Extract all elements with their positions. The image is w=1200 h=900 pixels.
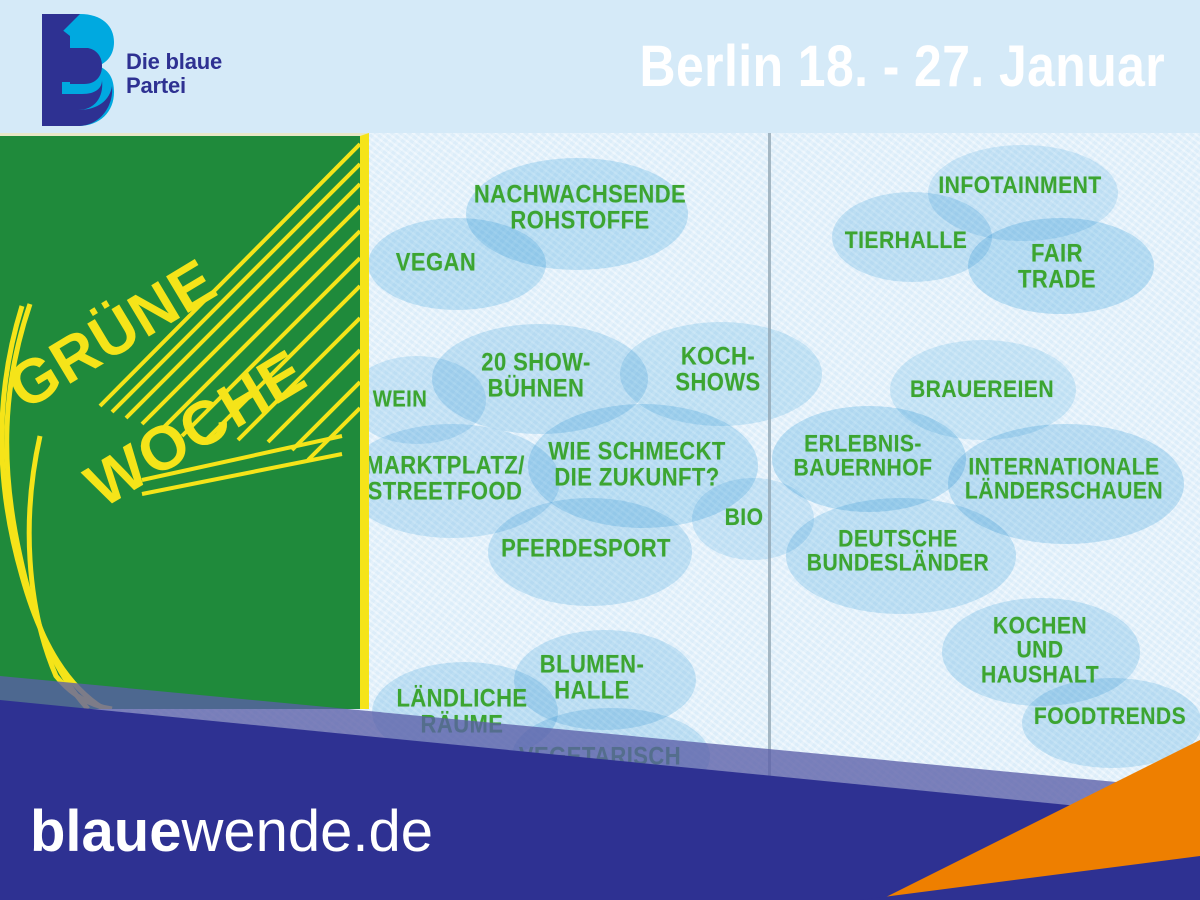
bubble-label-nachwachsende-rohstoffe[interactable]: NACHWACHSENDE ROHSTOFFE: [473, 180, 687, 234]
bubble-label-vegetarisch[interactable]: VEGETARISCH: [518, 742, 682, 771]
header-band: Die blaue Partei Berlin 18. - 27. Januar: [0, 0, 1200, 133]
bubble-shape-erlebnis-bauernhof: [772, 406, 966, 512]
bubble-label-wie-schmeckt-die-zukunft[interactable]: WIE SCHMECKT DIE ZUKUNFT?: [548, 437, 726, 491]
logo-line-2: Partei: [126, 73, 186, 98]
bubble-label-foodtrends[interactable]: FOODTRENDS: [1033, 702, 1187, 730]
website-brand: blauewende.de: [30, 802, 433, 862]
bubble-label-laendliche-raeume[interactable]: LÄNDLICHE RÄUME: [396, 684, 528, 738]
gruene-woche-panel: GRÜNE WOCHE: [0, 133, 369, 709]
logo-wordmark: Die blaue Partei: [126, 50, 222, 98]
bubble-label-tierhalle[interactable]: TIERHALLE: [844, 226, 968, 254]
bubble-shape-vegan: [368, 218, 546, 310]
bubble-shape-deutsche-bundeslaender: [786, 498, 1016, 614]
bubble-label-koch-shows[interactable]: KOCH- SHOWS: [675, 342, 761, 396]
bubble-label-vegan[interactable]: VEGAN: [395, 248, 477, 277]
bubble-label-pferdesport[interactable]: PFERDESPORT: [501, 534, 671, 563]
bubble-label-kochen-und-haushalt[interactable]: KOCHEN UND HAUSHALT: [980, 612, 1100, 689]
bubble-shape-pferdesport: [488, 498, 692, 606]
bubble-label-internationale-laenderschauen[interactable]: INTERNATIONALE LÄNDERSCHAUEN: [964, 453, 1164, 505]
bubble-label-wein[interactable]: WEIN: [372, 385, 428, 412]
bubble-label-deutsche-bundeslaender[interactable]: DEUTSCHE BUNDESLÄNDER: [806, 525, 990, 577]
bubble-shape-fair-trade: [968, 218, 1154, 314]
logo-line-1: Die blaue: [126, 49, 223, 74]
bubble-label-blumen-halle[interactable]: BLUMEN- HALLE: [539, 650, 645, 704]
poster-main-stage: NACHWACHSENDE ROHSTOFFE VEGAN INFOTAINMENT…: [0, 133, 1200, 900]
bubble-label-brauereien[interactable]: BRAUEREIEN: [909, 375, 1055, 403]
logo-b-icon: [42, 14, 114, 126]
brand-bold-part: blaue: [30, 799, 182, 864]
bubble-label-erlebnis-bauernhof[interactable]: ERLEBNIS- BAUERNHOF: [793, 430, 933, 482]
wheat-ear-line-graphic: [0, 142, 360, 709]
bubble-label-infotainment[interactable]: INFOTAINMENT: [938, 171, 1102, 199]
vertical-divider-line: [768, 133, 771, 793]
bubble-label-fair-trade[interactable]: FAIR TRADE: [1018, 239, 1096, 293]
bubble-label-marktplatz-streetfood[interactable]: MARKTPLATZ/ STREETFOOD: [365, 451, 525, 505]
bubble-label-bio[interactable]: BIO: [724, 503, 764, 531]
page-title: Berlin 18. - 27. Januar: [639, 34, 1165, 99]
brand-light-part: wende.de: [181, 799, 434, 864]
brand-logo[interactable]: Die blaue Partei: [22, 14, 312, 126]
bubble-shape-tierhalle: [832, 192, 992, 282]
bubble-label-20-show-buehnen[interactable]: 20 SHOW- BÜHNEN: [481, 348, 591, 402]
